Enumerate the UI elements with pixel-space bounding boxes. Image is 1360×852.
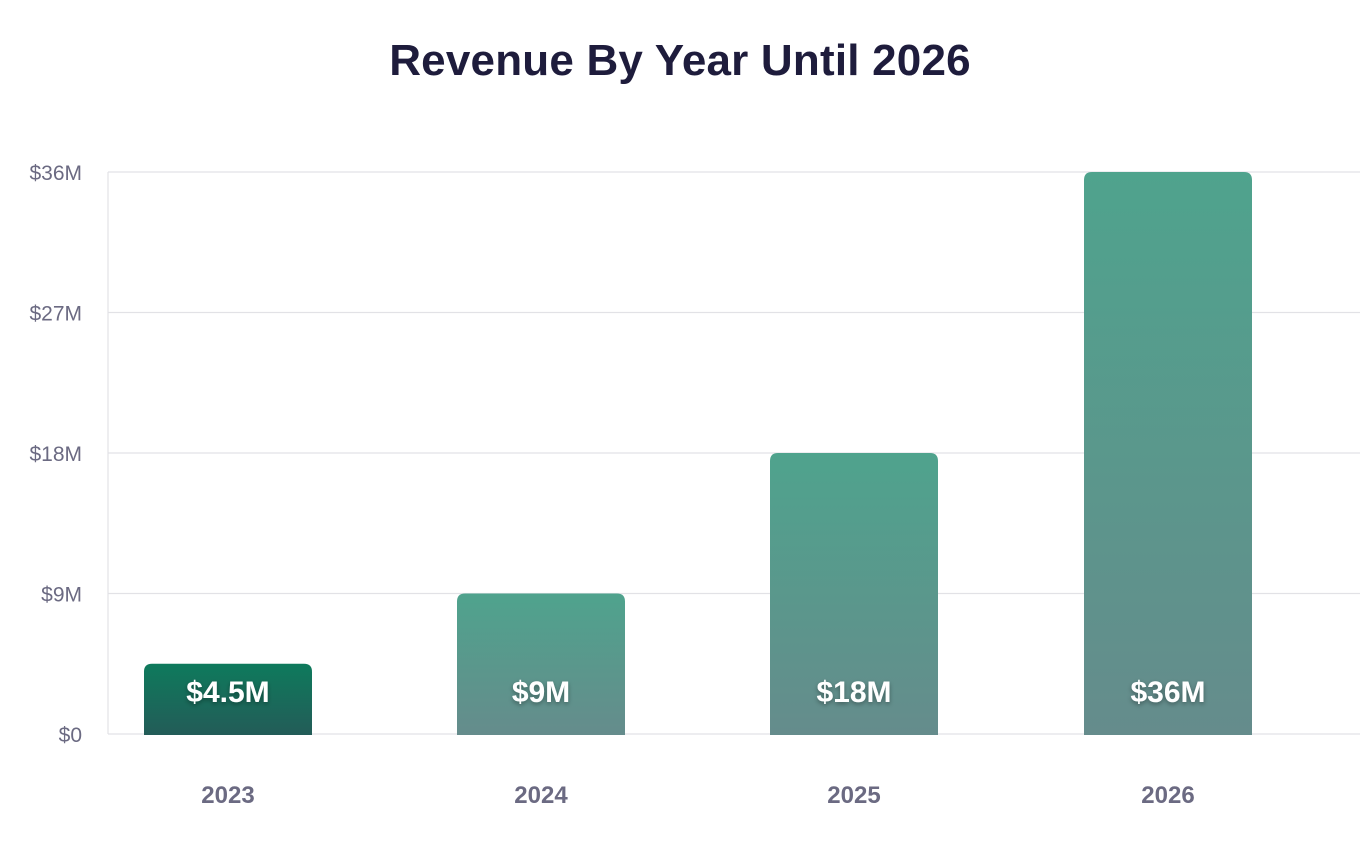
y-tick-label: $9M xyxy=(41,584,82,607)
y-tick-label: $36M xyxy=(29,162,82,185)
data-labels: $4.5M $9M $18M $36M xyxy=(186,676,1205,709)
bar-2025 xyxy=(770,453,938,735)
x-tick-label: 2023 xyxy=(201,782,254,809)
data-label-2025: $18M xyxy=(816,676,891,709)
bar-2023 xyxy=(144,663,312,735)
bars xyxy=(144,172,1252,735)
x-axis: 2023 2024 2025 2026 xyxy=(201,782,1194,809)
y-tick-label: $18M xyxy=(29,443,82,466)
data-label-2023: $4.5M xyxy=(186,676,269,709)
data-label-2024: $9M xyxy=(512,676,570,709)
y-tick-label: $27M xyxy=(29,303,82,326)
chart-title: Revenue By Year Until 2026 xyxy=(389,36,971,85)
x-tick-label: 2026 xyxy=(1141,782,1194,809)
x-tick-label: 2025 xyxy=(827,782,880,809)
y-tick-label: $0 xyxy=(59,724,82,747)
data-label-2026: $36M xyxy=(1130,676,1205,709)
bar-2024 xyxy=(457,593,625,735)
y-axis: $0 $9M $18M $27M $36M xyxy=(29,162,82,747)
x-tick-label: 2024 xyxy=(514,782,568,809)
bar-2026 xyxy=(1084,172,1252,735)
